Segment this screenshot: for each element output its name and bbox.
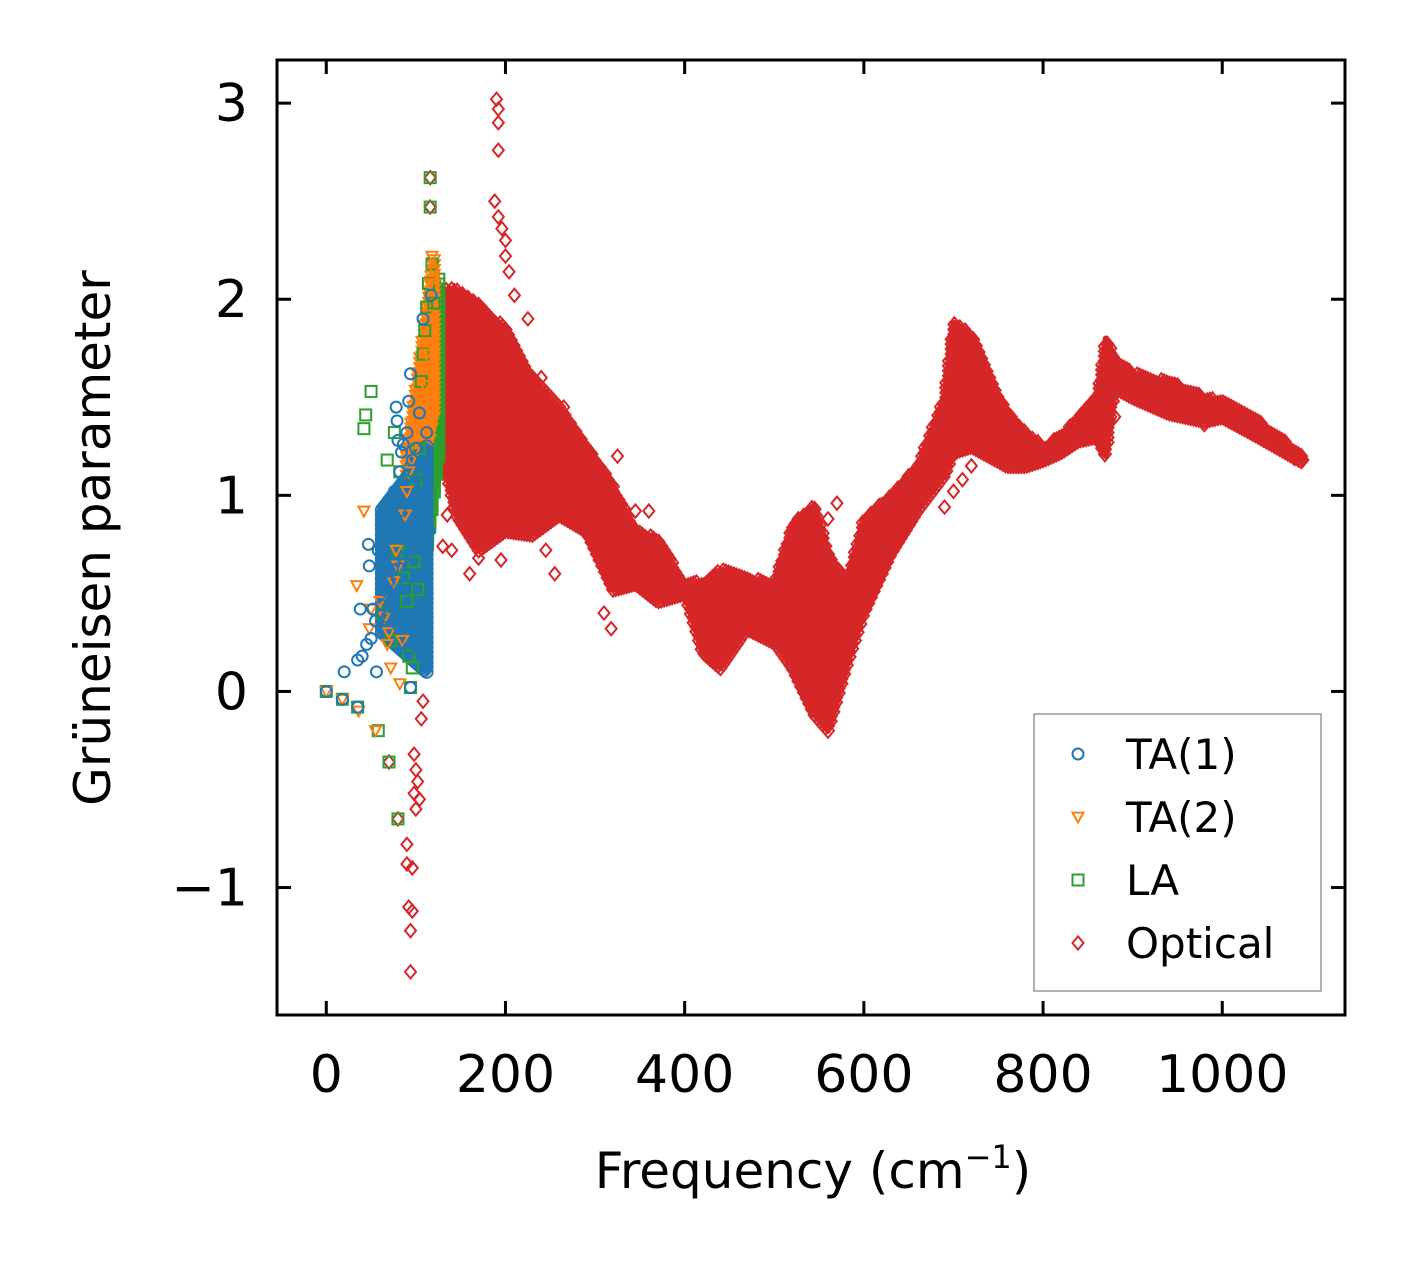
- data-bands: [374, 254, 1309, 740]
- plot-area-frame: [275, 58, 1347, 1017]
- band-optical: [430, 280, 1309, 740]
